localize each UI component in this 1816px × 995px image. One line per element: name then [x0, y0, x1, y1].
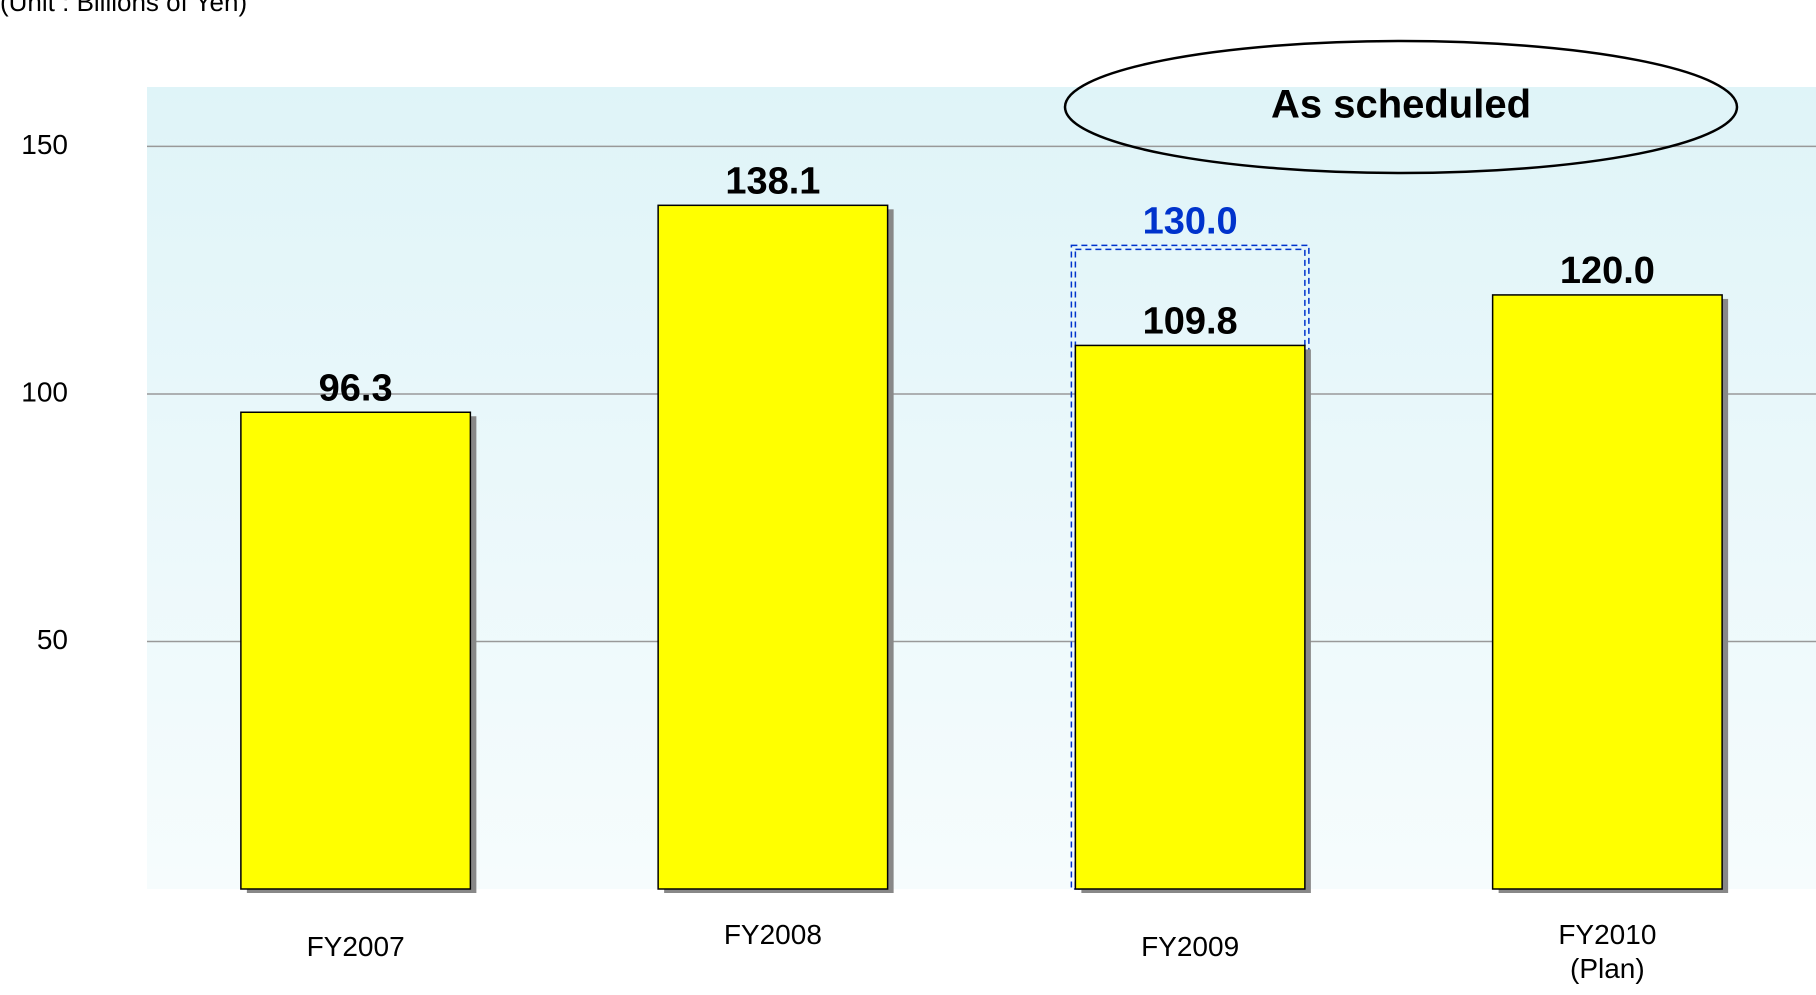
value-label: 109.8	[1143, 300, 1238, 342]
bar	[657, 204, 889, 890]
x-tick-label: FY2008	[723, 919, 822, 950]
x-tick-label: FY2010 (Plan)	[1558, 919, 1657, 984]
y-tick-label: 150	[21, 129, 68, 160]
annotation-ellipse	[1063, 39, 1739, 175]
target-label: 130.0	[1143, 200, 1238, 242]
x-tick-label: FY2009	[1141, 931, 1240, 962]
bar	[240, 411, 472, 890]
unit-label: (Unit : Billions of Yen)	[0, 0, 247, 17]
bar	[1491, 294, 1723, 890]
x-tick-label: FY2007	[306, 931, 405, 962]
value-label: 96.3	[319, 367, 393, 409]
target-outline	[1070, 244, 1310, 890]
value-label: 138.1	[725, 160, 820, 202]
bar	[1074, 344, 1306, 890]
y-tick-label: 100	[21, 376, 68, 407]
annotation: As scheduled	[1271, 83, 1531, 127]
value-label: 120.0	[1560, 250, 1655, 292]
y-tick-label: 50	[37, 624, 68, 655]
